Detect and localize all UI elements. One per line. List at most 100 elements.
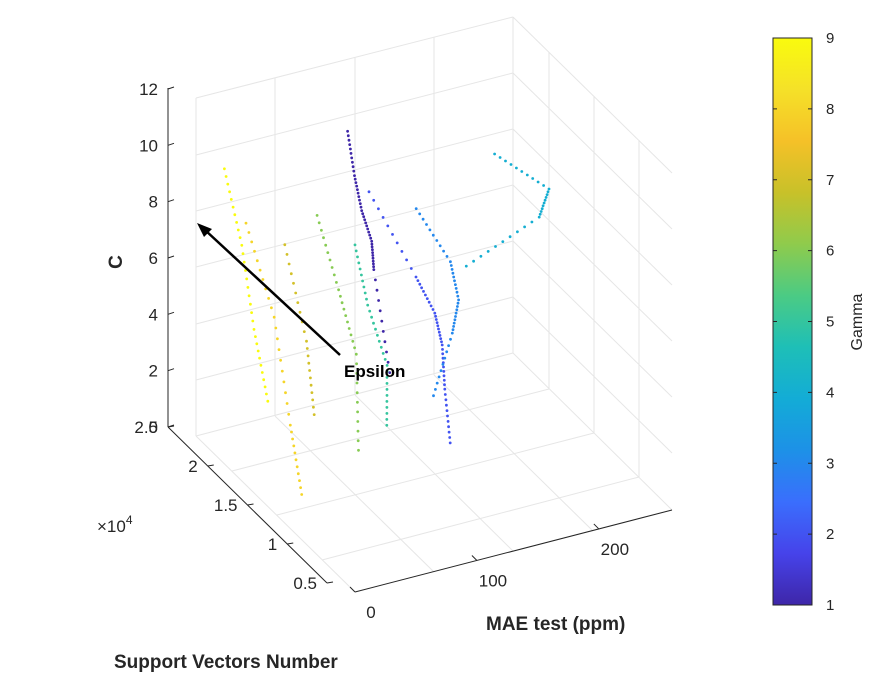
scatter-point bbox=[315, 214, 319, 217]
z-tick-label: 4 bbox=[149, 305, 158, 324]
scatter-point bbox=[335, 281, 338, 284]
scatter-point bbox=[294, 291, 298, 295]
scatter-point bbox=[360, 209, 364, 213]
scatter-point bbox=[294, 458, 298, 462]
scatter-point bbox=[443, 387, 447, 391]
scatter-point bbox=[443, 393, 447, 396]
scatter-point bbox=[289, 272, 293, 276]
epsilon-arrow bbox=[197, 223, 341, 356]
scatter-point bbox=[292, 281, 295, 285]
scatter-point bbox=[409, 267, 413, 270]
scatter-point bbox=[302, 330, 306, 333]
scatter-point bbox=[367, 190, 371, 194]
scatter-point bbox=[287, 262, 291, 266]
scatter-point bbox=[296, 301, 300, 304]
scatter-point bbox=[441, 352, 445, 356]
scatter-point bbox=[457, 298, 460, 302]
scatter-point bbox=[543, 198, 547, 202]
scatter-point bbox=[442, 374, 446, 378]
scatter-point bbox=[442, 378, 446, 382]
scatter-point bbox=[229, 198, 233, 201]
scatter-point bbox=[442, 249, 445, 253]
scatter-point bbox=[414, 207, 418, 211]
axis-lines bbox=[167, 88, 673, 593]
scatter-point bbox=[360, 273, 363, 277]
scatter-point bbox=[424, 293, 427, 297]
x-tick-mark bbox=[471, 555, 478, 561]
scatter-point bbox=[520, 170, 524, 173]
scatter-point bbox=[435, 381, 439, 385]
scatter-point bbox=[429, 304, 433, 308]
scatter-point bbox=[356, 420, 360, 423]
scatter-point bbox=[383, 358, 387, 361]
z-tick-mark bbox=[167, 368, 175, 372]
scatter-point bbox=[276, 337, 279, 341]
scatter-point bbox=[431, 233, 435, 237]
scatter-point bbox=[361, 212, 365, 216]
scatter-point bbox=[363, 291, 367, 295]
scatter-point bbox=[284, 391, 287, 395]
scatter-point bbox=[494, 245, 497, 248]
scatter-point bbox=[539, 210, 543, 213]
scatter-point bbox=[223, 167, 226, 171]
scatter-point bbox=[260, 371, 264, 374]
scatter-point bbox=[544, 196, 548, 199]
scatter-point bbox=[456, 294, 460, 298]
scatter-point bbox=[244, 221, 248, 225]
scatter-point bbox=[265, 392, 268, 396]
scatter-point bbox=[320, 228, 323, 232]
scatter-point bbox=[545, 193, 549, 197]
scatter-point bbox=[371, 256, 375, 260]
scatter-point bbox=[445, 409, 449, 412]
scatter-point bbox=[305, 347, 309, 350]
y-tick-mark bbox=[167, 425, 175, 428]
x-tick-label: 200 bbox=[601, 540, 629, 559]
scatter-point bbox=[351, 339, 355, 343]
scatter-point bbox=[453, 318, 457, 322]
scatter-point bbox=[448, 441, 452, 445]
scatter-point bbox=[425, 297, 429, 300]
scatter-point bbox=[536, 180, 540, 184]
scatter-point bbox=[546, 190, 550, 194]
scatter-point bbox=[298, 479, 301, 482]
scatter-point bbox=[259, 363, 263, 367]
scatter-point bbox=[283, 243, 287, 247]
scatter-point bbox=[385, 376, 389, 379]
scatter-point bbox=[347, 138, 351, 142]
scatter-point bbox=[375, 288, 379, 292]
scatter-point bbox=[542, 201, 546, 205]
scatter-point bbox=[358, 202, 362, 206]
scatter-point bbox=[353, 243, 357, 247]
scatter-point bbox=[357, 448, 360, 452]
z-tick-mark bbox=[167, 255, 175, 259]
scatter-point bbox=[538, 212, 542, 216]
scatter-point bbox=[421, 217, 425, 221]
scatter-point bbox=[446, 420, 450, 423]
scatter-point bbox=[354, 352, 358, 356]
scatter-point bbox=[226, 182, 230, 186]
scatter-point bbox=[433, 311, 437, 315]
scatter-point bbox=[385, 382, 389, 385]
z-tick-label: 6 bbox=[149, 249, 158, 268]
z-tick-mark bbox=[167, 142, 175, 146]
scatter-point bbox=[354, 249, 358, 253]
scatter-point bbox=[247, 294, 251, 298]
scatter-point bbox=[381, 216, 385, 219]
scatter-point bbox=[330, 266, 334, 269]
scatter-point bbox=[440, 343, 444, 347]
scatter-point bbox=[472, 259, 475, 263]
scatter-point bbox=[427, 300, 431, 304]
scatter-point bbox=[372, 268, 376, 271]
scatter-point bbox=[379, 345, 383, 349]
scatter-point bbox=[368, 309, 372, 313]
scatter-point bbox=[357, 195, 361, 199]
scatter-point bbox=[493, 152, 496, 156]
scatter-point bbox=[233, 213, 237, 217]
scatter-point bbox=[385, 418, 389, 421]
scatter-point bbox=[454, 311, 458, 315]
scatter-point bbox=[516, 230, 519, 234]
z-tick-label: 0 bbox=[149, 418, 158, 437]
scatter-point bbox=[292, 444, 296, 448]
scatter-point bbox=[352, 169, 356, 173]
